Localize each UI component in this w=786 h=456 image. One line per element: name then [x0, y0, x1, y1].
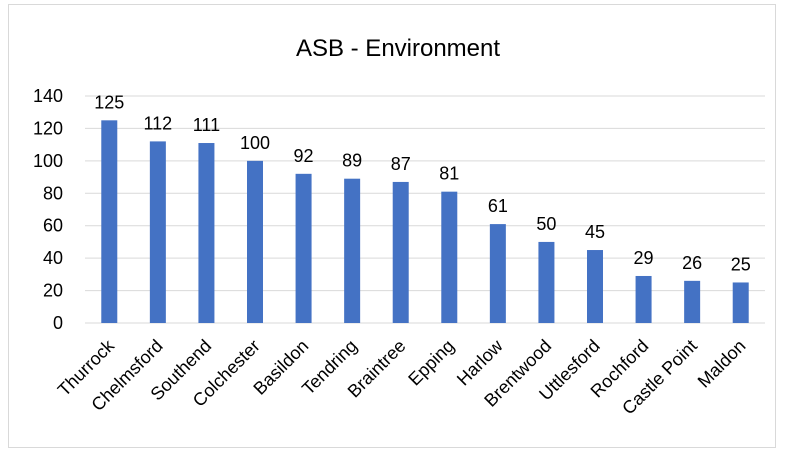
- bar-thurrock: [101, 120, 118, 323]
- bar-harlow: [489, 224, 506, 323]
- data-label-chelmsford: 112: [144, 113, 173, 133]
- data-label-thurrock: 125: [94, 92, 124, 112]
- gridlines: [85, 95, 765, 324]
- y-tick-label-0: 0: [53, 313, 63, 333]
- data-label-southend: 111: [193, 115, 220, 135]
- data-label-basildon: 92: [294, 146, 314, 166]
- data-labels: 125 112 111 100 92 89 87 81 61 50 45 29 26 25: [94, 92, 750, 274]
- x-tick-label-epping: Epping: [404, 336, 458, 390]
- y-tick-label-2: 40: [43, 248, 63, 268]
- bar-maldon: [732, 282, 749, 323]
- data-label-castle-point: 26: [682, 253, 702, 273]
- bar-epping: [441, 191, 458, 323]
- bar-uttlesford: [587, 250, 603, 323]
- bar-braintree: [392, 181, 409, 323]
- data-label-maldon: 25: [731, 254, 751, 274]
- bar-colchester: [247, 160, 263, 323]
- y-tick-label-1: 20: [43, 281, 63, 301]
- bar-tendring: [344, 178, 361, 323]
- x-tick-label-maldon: Maldon: [694, 336, 750, 392]
- data-label-uttlesford: 45: [585, 222, 605, 242]
- y-tick-label-7: 140: [33, 86, 63, 106]
- y-tick-label-5: 100: [33, 151, 63, 171]
- bar-chelmsford: [149, 141, 166, 323]
- y-tick-label-3: 60: [43, 216, 63, 236]
- bar-basildon: [295, 173, 312, 323]
- bar-rochford: [635, 275, 652, 323]
- data-label-harlow: 61: [488, 196, 508, 216]
- y-axis-ticks: 0 20 40 60 80 100 120 140: [33, 86, 63, 333]
- data-label-epping: 81: [439, 164, 459, 184]
- data-label-rochford: 29: [634, 248, 654, 268]
- chart-title: ASB - Environment: [296, 35, 500, 62]
- data-label-braintree: 87: [391, 154, 411, 174]
- bars: [101, 120, 749, 323]
- category-labels: ThurrockChelmsfordSouthendColchesterBasi…: [54, 335, 750, 418]
- data-label-colchester: 100: [240, 133, 270, 153]
- bar-castle-point: [684, 280, 701, 323]
- bar-southend: [198, 143, 215, 323]
- y-tick-label-4: 80: [43, 183, 63, 203]
- data-label-tendring: 89: [342, 151, 362, 171]
- y-tick-label-6: 120: [33, 118, 63, 138]
- data-label-brentwood: 50: [536, 214, 556, 234]
- bar-brentwood: [538, 241, 555, 323]
